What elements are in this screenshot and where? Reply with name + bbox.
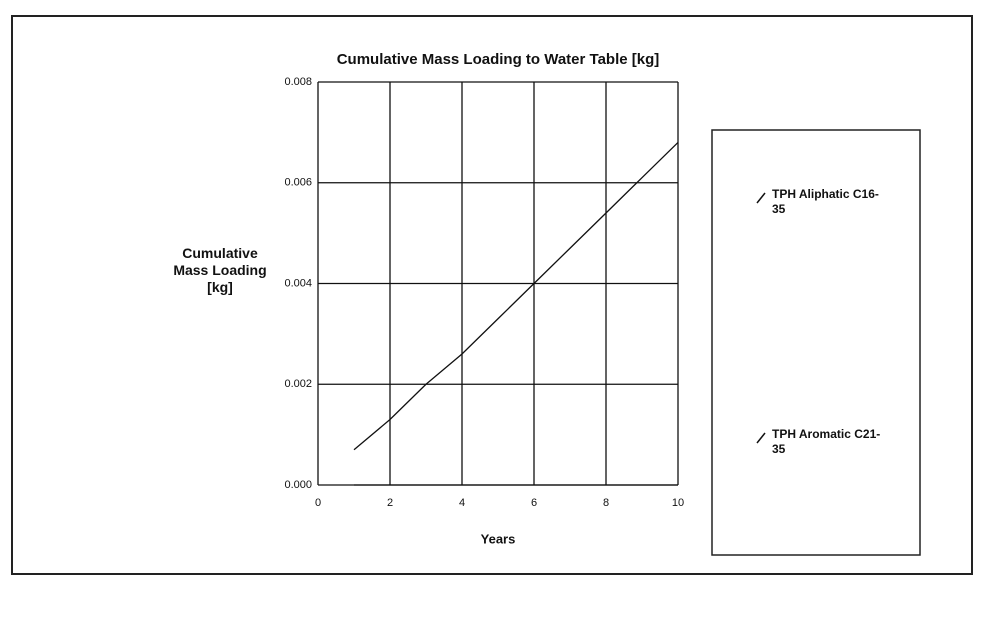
x-tick-label: 4 — [459, 497, 465, 509]
frame — [11, 15, 973, 575]
y-tick-label: 0.006 — [284, 177, 312, 189]
legend-label: TPH Aromatic C21-35 — [772, 427, 881, 456]
legend-swatch — [756, 192, 766, 204]
y-axis-label: Cumulative Mass Loading [kg] — [173, 245, 267, 295]
x-tick-label: 2 — [387, 497, 393, 509]
x-tick-label: 10 — [672, 497, 684, 509]
y-tick-label: 0.008 — [284, 76, 312, 88]
x-axis-label: Years — [481, 531, 516, 546]
y-tick-label: 0.002 — [284, 378, 312, 390]
legend-label: TPH Aliphatic C16-35 — [772, 187, 879, 216]
x-tick-label: 8 — [603, 497, 609, 509]
chart-title: Cumulative Mass Loading to Water Table [… — [337, 51, 660, 68]
legend-swatch — [756, 432, 766, 444]
y-tick-label: 0.004 — [284, 277, 312, 289]
x-tick-label: 0 — [315, 497, 321, 509]
x-tick-label: 6 — [531, 497, 537, 509]
series-line — [353, 141, 679, 451]
y-tick-label: 0.000 — [284, 479, 312, 491]
legend-box — [711, 129, 921, 556]
